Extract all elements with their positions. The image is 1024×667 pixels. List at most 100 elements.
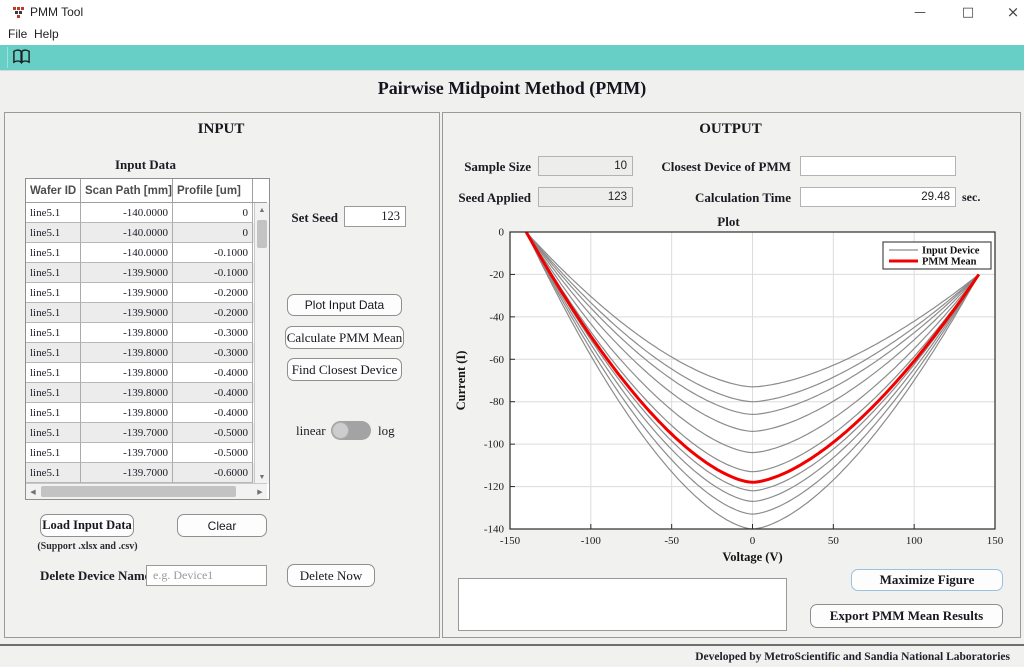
clear-button[interactable]: Clear xyxy=(177,514,267,537)
table-row[interactable]: line5.1-139.9000-0.2000 xyxy=(26,283,267,303)
table-row[interactable]: line5.1-139.9000-0.1000 xyxy=(26,263,267,283)
table-cell[interactable]: -140.0000 xyxy=(81,243,173,263)
table-column-header: Wafer ID xyxy=(26,179,81,203)
menu-file[interactable]: File xyxy=(8,27,27,41)
sample-size-label: Sample Size xyxy=(431,159,531,175)
table-cell[interactable]: -139.8000 xyxy=(81,383,173,403)
status-message-box xyxy=(458,578,787,631)
toolbar-separator xyxy=(7,47,8,68)
table-cell[interactable]: -0.5000 xyxy=(173,443,253,463)
table-cell[interactable]: -139.8000 xyxy=(81,323,173,343)
scroll-down-arrow-icon[interactable]: ▼ xyxy=(255,470,269,484)
table-cell[interactable]: 0 xyxy=(173,203,253,223)
table-cell[interactable]: -0.3000 xyxy=(173,343,253,363)
load-input-data-button[interactable]: Load Input Data xyxy=(40,514,134,537)
table-row[interactable]: line5.1-139.9000-0.2000 xyxy=(26,303,267,323)
table-row[interactable]: line5.1-139.8000-0.4000 xyxy=(26,383,267,403)
table-cell[interactable]: line5.1 xyxy=(26,463,81,483)
table-cell[interactable]: -0.1000 xyxy=(173,263,253,283)
table-row[interactable]: line5.1-140.00000 xyxy=(26,223,267,243)
svg-text:-40: -40 xyxy=(489,311,504,323)
table-row[interactable]: line5.1-139.7000-0.5000 xyxy=(26,423,267,443)
table-cell[interactable]: -139.9000 xyxy=(81,303,173,323)
toggle-label-log: log xyxy=(378,423,395,439)
table-cell[interactable]: -139.7000 xyxy=(81,423,173,443)
table-cell[interactable]: -0.4000 xyxy=(173,363,253,383)
table-horizontal-scrollbar[interactable]: ◀ ▶ xyxy=(26,483,267,499)
table-cell[interactable]: -139.7000 xyxy=(81,463,173,483)
set-seed-input[interactable] xyxy=(344,206,406,227)
table-cell[interactable]: line5.1 xyxy=(26,343,81,363)
linear-log-toggle[interactable] xyxy=(331,421,371,440)
table-cell[interactable]: line5.1 xyxy=(26,283,81,303)
input-table-body: line5.1-140.00000line5.1-140.00000line5.… xyxy=(26,203,267,483)
table-cell[interactable]: line5.1 xyxy=(26,323,81,343)
table-cell[interactable]: line5.1 xyxy=(26,423,81,443)
svg-text:100: 100 xyxy=(906,535,923,547)
table-cell[interactable]: line5.1 xyxy=(26,203,81,223)
maximize-figure-button[interactable]: Maximize Figure xyxy=(851,569,1003,591)
table-row[interactable]: line5.1-140.0000-0.1000 xyxy=(26,243,267,263)
scroll-left-arrow-icon[interactable]: ◀ xyxy=(26,484,40,499)
input-data-table: Wafer IDScan Path [mm]Profile [um] line5… xyxy=(25,178,270,500)
table-column-header: Profile [um] xyxy=(173,179,253,203)
menu-help[interactable]: Help xyxy=(34,27,59,41)
maximize-button[interactable]: □ xyxy=(948,0,988,24)
delete-device-name-input[interactable] xyxy=(146,565,267,586)
scroll-right-arrow-icon[interactable]: ▶ xyxy=(253,484,267,499)
horizontal-scroll-thumb[interactable] xyxy=(41,486,236,497)
table-cell[interactable]: line5.1 xyxy=(26,243,81,263)
table-cell[interactable]: -0.3000 xyxy=(173,323,253,343)
export-pmm-mean-results-button[interactable]: Export PMM Mean Results xyxy=(810,604,1003,628)
window-title: PMM Tool xyxy=(30,5,83,19)
table-cell[interactable]: -140.0000 xyxy=(81,223,173,243)
table-cell[interactable]: -0.2000 xyxy=(173,303,253,323)
table-cell[interactable]: -139.9000 xyxy=(81,283,173,303)
toggle-knob[interactable] xyxy=(332,422,349,439)
table-cell[interactable]: 0 xyxy=(173,223,253,243)
delete-now-button[interactable]: Delete Now xyxy=(287,564,375,587)
table-cell[interactable]: line5.1 xyxy=(26,443,81,463)
table-row[interactable]: line5.1-139.8000-0.3000 xyxy=(26,343,267,363)
open-book-icon[interactable] xyxy=(12,48,31,66)
calculation-time-value: 29.48 xyxy=(800,187,956,207)
table-row[interactable]: line5.1-139.8000-0.3000 xyxy=(26,323,267,343)
table-vertical-scrollbar[interactable]: ▲ ▼ xyxy=(254,203,269,484)
table-row[interactable]: line5.1-140.00000 xyxy=(26,203,267,223)
table-cell[interactable]: -0.4000 xyxy=(173,383,253,403)
table-cell[interactable]: -139.8000 xyxy=(81,363,173,383)
table-row[interactable]: line5.1-139.8000-0.4000 xyxy=(26,363,267,383)
close-button[interactable]: × xyxy=(993,0,1024,24)
table-cell[interactable]: -0.5000 xyxy=(173,423,253,443)
table-cell[interactable]: -0.6000 xyxy=(173,463,253,483)
plot-input-data-button[interactable]: Plot Input Data xyxy=(287,294,402,316)
table-row[interactable]: line5.1-139.7000-0.6000 xyxy=(26,463,267,483)
table-cell[interactable]: -139.8000 xyxy=(81,343,173,363)
svg-text:-100: -100 xyxy=(581,535,602,547)
table-cell[interactable]: line5.1 xyxy=(26,403,81,423)
table-column-header xyxy=(253,179,267,203)
table-cell[interactable]: -139.9000 xyxy=(81,263,173,283)
table-cell[interactable]: line5.1 xyxy=(26,363,81,383)
table-cell[interactable]: -139.8000 xyxy=(81,403,173,423)
table-cell[interactable]: -0.4000 xyxy=(173,403,253,423)
table-cell[interactable]: -139.7000 xyxy=(81,443,173,463)
calculate-pmm-mean-button[interactable]: Calculate PMM Mean xyxy=(285,326,404,349)
legend-entry-label: PMM Mean xyxy=(922,257,977,268)
table-cell[interactable]: -0.2000 xyxy=(173,283,253,303)
pmm-tool-window: PMM Tool — □ × File Help Pairwise Midpoi… xyxy=(0,0,1024,667)
menubar xyxy=(0,24,1024,45)
sample-size-value: 10 xyxy=(538,156,633,176)
table-cell[interactable]: -0.1000 xyxy=(173,243,253,263)
table-cell[interactable]: line5.1 xyxy=(26,383,81,403)
table-cell[interactable]: line5.1 xyxy=(26,303,81,323)
table-row[interactable]: line5.1-139.8000-0.4000 xyxy=(26,403,267,423)
find-closest-device-button[interactable]: Find Closest Device xyxy=(287,358,402,381)
table-row[interactable]: line5.1-139.7000-0.5000 xyxy=(26,443,267,463)
table-cell[interactable]: line5.1 xyxy=(26,223,81,243)
calculation-time-unit: sec. xyxy=(962,190,980,205)
table-cell[interactable]: -140.0000 xyxy=(81,203,173,223)
svg-text:-50: -50 xyxy=(664,535,679,547)
minimize-button[interactable]: — xyxy=(900,0,940,24)
table-cell[interactable]: line5.1 xyxy=(26,263,81,283)
